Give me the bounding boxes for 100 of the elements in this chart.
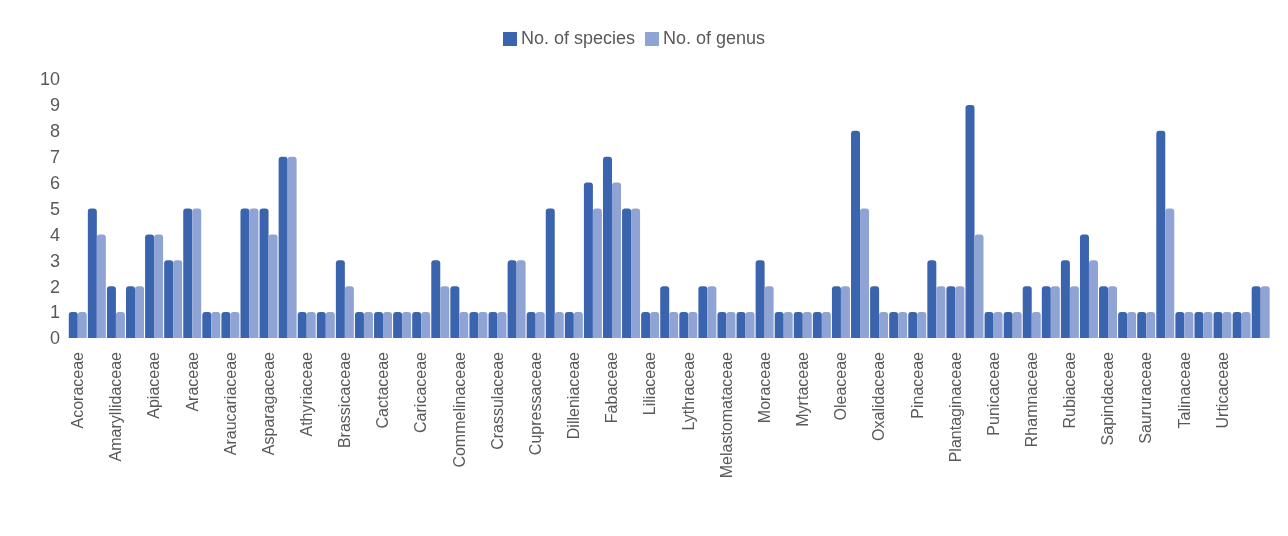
y-tick-label: 0 [49, 328, 60, 349]
bar [660, 286, 670, 338]
bar [783, 312, 793, 338]
bar [688, 312, 698, 338]
bar [1041, 286, 1051, 338]
bar [268, 234, 278, 338]
bar [354, 312, 364, 338]
x-tick-label: Rhamnaceae [1023, 351, 1041, 448]
bar [812, 312, 822, 338]
bar [1031, 312, 1041, 338]
x-tick-label: Rubiaceae [1061, 351, 1079, 429]
bar [745, 312, 755, 338]
x-tick-label: Myrtaceae [794, 351, 812, 427]
bar [564, 312, 574, 338]
bar [1012, 312, 1022, 338]
bar [641, 312, 651, 338]
bar [860, 208, 870, 338]
bar [821, 312, 831, 338]
bar [183, 208, 193, 338]
bar [622, 208, 632, 338]
y-tick-label: 1 [49, 302, 60, 323]
bar [955, 286, 965, 338]
bar [917, 312, 927, 338]
bar [402, 312, 412, 338]
bar [974, 234, 984, 338]
bar [1222, 312, 1232, 338]
bar [1241, 312, 1251, 338]
y-tick-label: 5 [49, 198, 60, 219]
bar [221, 312, 231, 338]
bar [840, 286, 850, 338]
bar [1137, 312, 1147, 338]
bar [1184, 312, 1194, 338]
bar [154, 234, 164, 338]
x-tick-label: Araucariaceae [221, 351, 239, 456]
bar [344, 286, 354, 338]
bar [173, 260, 183, 338]
bar [965, 104, 975, 338]
bar [192, 208, 202, 338]
bar [459, 312, 469, 338]
bar [669, 312, 679, 338]
bar [478, 312, 488, 338]
bar [1118, 312, 1128, 338]
x-tick-label: Acoraceae [69, 351, 87, 429]
bar [1099, 286, 1109, 338]
x-tick-label: Crassulaceae [488, 351, 506, 450]
bar [96, 234, 106, 338]
bar [497, 312, 507, 338]
bar [230, 312, 240, 338]
x-tick-label: Dilleniaceae [565, 351, 583, 440]
x-tick-label: Apiaceae [145, 351, 163, 419]
y-tick-label: 7 [49, 147, 60, 168]
bar [287, 156, 297, 338]
x-tick-label: Athyriaceae [297, 351, 315, 437]
y-tick-label: 4 [49, 224, 60, 245]
bar [145, 234, 155, 338]
bar [1203, 312, 1213, 338]
bar [1050, 286, 1060, 338]
bar [240, 208, 250, 338]
x-tick-label: Cactaceae [374, 351, 392, 429]
bar [1194, 312, 1204, 338]
bar [68, 312, 78, 338]
bar [1079, 234, 1089, 338]
bar [602, 156, 612, 338]
x-tick-label: Araceae [183, 351, 201, 412]
bar [363, 312, 373, 338]
bar [802, 312, 812, 338]
x-tick-label: Saururaceae [1137, 351, 1155, 444]
bar [679, 312, 689, 338]
bar [469, 312, 479, 338]
y-tick-label: 6 [49, 172, 60, 193]
x-tick-label: Caricaceae [412, 351, 430, 433]
bar [1251, 286, 1261, 338]
x-tick-label: Melastomataceae [717, 351, 735, 479]
x-tick-label: Liliaceae [641, 351, 659, 416]
bar [898, 312, 908, 338]
bar [774, 312, 784, 338]
bar [440, 286, 450, 338]
x-tick-label: Pinaceae [908, 351, 926, 419]
x-tick-label: Urticaceae [1213, 351, 1231, 429]
x-tick-label: Asparagaceae [259, 351, 277, 456]
bar [573, 312, 583, 338]
bar [764, 286, 774, 338]
bar [77, 312, 87, 338]
bar [936, 286, 946, 338]
bar [306, 312, 316, 338]
bar [1022, 286, 1032, 338]
bar [383, 312, 393, 338]
bar [526, 312, 536, 338]
bar [106, 286, 116, 338]
bar [1069, 286, 1079, 338]
bar [87, 208, 97, 338]
y-tick-label: 9 [49, 95, 60, 116]
bar [726, 312, 736, 338]
bar [650, 312, 660, 338]
bar [1088, 260, 1098, 338]
bar [1003, 312, 1013, 338]
x-tick-label: Plantaginaceae [946, 351, 964, 463]
bar [450, 286, 460, 338]
bar [707, 286, 717, 338]
bar [507, 260, 517, 338]
